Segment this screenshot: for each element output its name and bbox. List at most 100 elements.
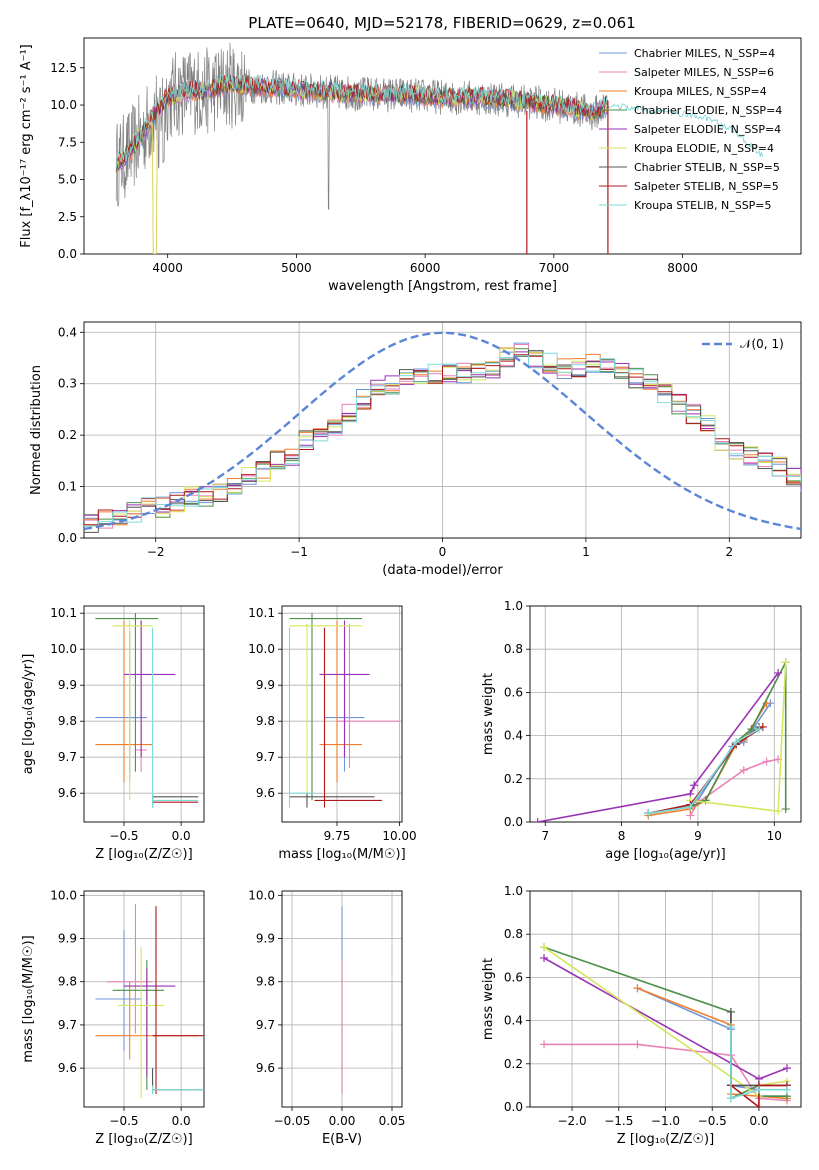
tick-label-x: 5000 xyxy=(281,261,312,275)
data-point-marker xyxy=(633,984,642,993)
x-axis-label: wavelength [Angstrom, rest frame] xyxy=(328,279,557,294)
data-point-marker xyxy=(739,766,748,775)
tick-label-y: 9.6 xyxy=(58,1061,77,1075)
tick-label-y: 0.0 xyxy=(504,1100,523,1114)
data-point-marker xyxy=(782,1064,791,1073)
tick-label-y: 10.0 xyxy=(50,888,77,902)
legend-label: Kroupa MILES, N_SSP=4 xyxy=(634,85,767,98)
tick-label-x: 6000 xyxy=(410,261,441,275)
tick-label-x: 7000 xyxy=(539,261,570,275)
tick-label-x: −1.0 xyxy=(651,1114,680,1128)
data-point-marker xyxy=(726,1007,735,1016)
legend-label: Chabrier ELODIE, N_SSP=4 xyxy=(634,104,782,117)
mass-weight-line xyxy=(537,672,779,822)
legend-label: Salpeter MILES, N_SSP=6 xyxy=(634,66,774,79)
normal-curve xyxy=(84,331,801,531)
tick-label-y: 9.6 xyxy=(256,1061,275,1075)
tick-label-x: 8 xyxy=(618,829,626,843)
tick-label-x: −0.5 xyxy=(109,1114,138,1128)
mass-weight-line xyxy=(730,1027,787,1100)
data-point-marker xyxy=(686,802,695,811)
data-point-marker xyxy=(726,1023,735,1032)
x-axis-label: (data-model)/error xyxy=(382,563,503,578)
residual-histogram xyxy=(84,347,801,526)
tick-label-y: 9.8 xyxy=(58,975,77,989)
tick-label-y: 5.0 xyxy=(58,173,77,187)
tick-label-y: 0.6 xyxy=(504,685,523,699)
data-point-marker xyxy=(754,1085,763,1094)
tick-label-y: 0.4 xyxy=(504,729,523,743)
tick-label-x: −0.05 xyxy=(274,1114,311,1128)
mass-weight-line xyxy=(730,1084,787,1107)
data-point-marker xyxy=(758,722,767,731)
tick-label-y: 0.8 xyxy=(504,927,523,941)
tick-label-y: 0.3 xyxy=(58,377,77,391)
tick-label-y: 10.1 xyxy=(248,606,275,620)
data-point-marker xyxy=(774,807,783,816)
x-axis-label: Z [log₁₀(Z/Z☉)] xyxy=(617,1132,714,1147)
data-point-marker xyxy=(540,943,549,952)
data-point-marker xyxy=(755,725,764,734)
panel-mass-vs-Z xyxy=(80,890,205,1111)
tick-label-y: 1.0 xyxy=(504,599,523,613)
y-axis-label: Normed distribution xyxy=(29,365,44,495)
tick-label-x: −0.5 xyxy=(698,1114,727,1128)
tick-label-y: 0.0 xyxy=(504,815,523,829)
mass-weight-line xyxy=(648,702,772,815)
tick-label-x: 2 xyxy=(725,545,733,559)
tick-label-y: 9.8 xyxy=(58,714,77,728)
plot-frame xyxy=(529,890,802,1108)
data-point-marker xyxy=(774,668,783,677)
data-point-marker xyxy=(762,757,771,766)
tick-label-y: 12.5 xyxy=(50,61,77,75)
plot-frame xyxy=(83,37,802,255)
panel-mass-weight-vs-age xyxy=(526,605,802,826)
tick-label-y: 0.4 xyxy=(504,1014,523,1028)
tick-label-x: 7 xyxy=(541,829,549,843)
tick-label-y: 10.1 xyxy=(50,606,77,620)
tick-label-x: 10 xyxy=(767,829,782,843)
tick-label-y: 9.9 xyxy=(256,678,275,692)
tick-label-y: 9.7 xyxy=(256,1018,275,1032)
tick-label-x: 0.00 xyxy=(329,1114,356,1128)
x-axis-label: Z [log₁₀(Z/Z☉)] xyxy=(95,847,192,862)
legend-label: Chabrier MILES, N_SSP=4 xyxy=(634,47,775,60)
tick-label-y: 10.0 xyxy=(50,98,77,112)
data-point-marker xyxy=(644,809,653,818)
data-point-marker xyxy=(533,818,542,822)
tick-label-y: 9.6 xyxy=(256,786,275,800)
tick-label-y: 0.0 xyxy=(58,531,77,545)
mass-weight-line xyxy=(648,661,787,815)
tick-label-x: −1.5 xyxy=(604,1114,633,1128)
tick-label-y: 0.6 xyxy=(504,970,523,984)
tick-label-x: 0.0 xyxy=(749,1114,768,1128)
tick-label-y: 7.5 xyxy=(58,135,77,149)
tick-label-x: 0.0 xyxy=(172,1114,191,1128)
data-point-marker xyxy=(781,805,790,814)
data-point-marker xyxy=(781,658,790,667)
tick-label-x: 1 xyxy=(582,545,590,559)
tick-label-y: 9.7 xyxy=(256,750,275,764)
tick-label-y: 9.7 xyxy=(58,750,77,764)
data-point-marker xyxy=(732,738,741,747)
data-point-marker xyxy=(754,1103,763,1107)
legend-label: Kroupa ELODIE, N_SSP=4 xyxy=(634,142,774,155)
tick-label-y: 9.8 xyxy=(256,714,275,728)
legend-label: Salpeter STELIB, N_SSP=5 xyxy=(634,180,779,193)
tick-label-y: 0.2 xyxy=(504,772,523,786)
legend-label: Kroupa STELIB, N_SSP=5 xyxy=(634,199,772,212)
mass-weight-line xyxy=(648,728,760,815)
data-point-marker xyxy=(633,1040,642,1049)
tick-label-x: 4000 xyxy=(152,261,183,275)
x-axis-label: mass [log₁₀(M/M☉)] xyxy=(278,847,405,862)
tick-label-x: 8000 xyxy=(667,261,698,275)
tick-label-y: 9.9 xyxy=(256,932,275,946)
data-point-marker xyxy=(726,1094,735,1103)
panel-mass-weight-vs-Z xyxy=(526,890,802,1111)
tick-label-y: 10.0 xyxy=(248,888,275,902)
data-point-marker xyxy=(540,1040,549,1049)
plot-frame xyxy=(83,605,205,823)
tick-label-x: −0.5 xyxy=(109,829,138,843)
tick-label-x: −1 xyxy=(290,545,308,559)
